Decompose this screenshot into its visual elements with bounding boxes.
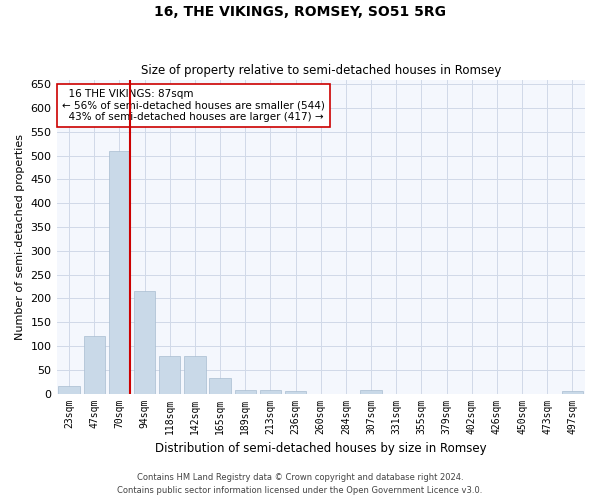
Bar (109, 151, 130, 394)
Bar (285, 391, 307, 394)
Bar (159, 356, 181, 394)
Bar (260, 390, 281, 394)
Title: Size of property relative to semi-detached houses in Romsey: Size of property relative to semi-detach… (140, 64, 501, 77)
Text: Contains HM Land Registry data © Crown copyright and database right 2024.
Contai: Contains HM Land Registry data © Crown c… (118, 474, 482, 495)
Bar (83, 336, 105, 394)
Bar (209, 378, 231, 394)
Bar (235, 390, 256, 394)
Bar (562, 391, 583, 394)
Y-axis label: Number of semi-detached properties: Number of semi-detached properties (15, 134, 25, 340)
Bar (184, 356, 206, 394)
Bar (58, 386, 80, 394)
Bar (134, 292, 155, 394)
Text: 16, THE VIKINGS, ROMSEY, SO51 5RG: 16, THE VIKINGS, ROMSEY, SO51 5RG (154, 5, 446, 19)
Text: 16 THE VIKINGS: 87sqm
← 56% of semi-detached houses are smaller (544)
  43% of s: 16 THE VIKINGS: 87sqm ← 56% of semi-deta… (62, 89, 325, 122)
X-axis label: Distribution of semi-detached houses by size in Romsey: Distribution of semi-detached houses by … (155, 442, 487, 455)
Bar (361, 390, 382, 394)
